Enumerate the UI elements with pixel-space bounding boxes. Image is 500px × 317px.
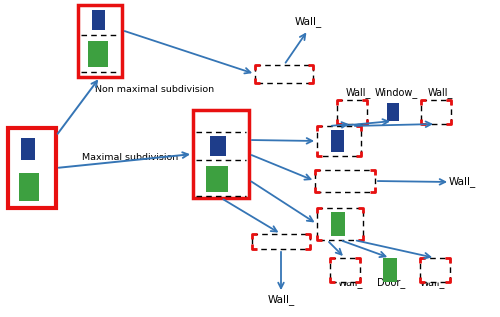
Bar: [317, 126, 361, 156]
Text: Wall_: Wall_: [346, 87, 370, 99]
Text: Wall_: Wall_: [338, 278, 362, 288]
Bar: [78, 5, 122, 77]
Bar: [88, 41, 108, 67]
Bar: [252, 234, 310, 249]
Bar: [21, 138, 35, 160]
Bar: [255, 65, 313, 83]
Bar: [317, 208, 363, 240]
Bar: [420, 258, 450, 282]
Bar: [330, 258, 360, 282]
Bar: [19, 173, 39, 201]
Text: Wall_: Wall_: [268, 294, 294, 306]
Bar: [383, 258, 397, 282]
Bar: [337, 100, 367, 124]
Bar: [92, 10, 105, 30]
Bar: [387, 103, 399, 121]
Bar: [8, 128, 56, 208]
Text: Wall_: Wall_: [420, 278, 444, 288]
Text: Window_: Window_: [374, 87, 418, 99]
Bar: [331, 212, 345, 236]
Bar: [193, 110, 249, 198]
Bar: [206, 166, 228, 192]
Text: Door_: Door_: [377, 278, 405, 288]
Bar: [421, 100, 451, 124]
Text: Maximal subdivision: Maximal subdivision: [82, 152, 178, 161]
Bar: [210, 136, 226, 156]
Bar: [315, 170, 375, 192]
Text: Wall_: Wall_: [428, 87, 452, 99]
Bar: [331, 130, 344, 152]
Text: Wall_: Wall_: [448, 177, 475, 187]
Text: Non maximal subdivision: Non maximal subdivision: [96, 86, 214, 94]
Text: Wall_: Wall_: [294, 16, 322, 28]
